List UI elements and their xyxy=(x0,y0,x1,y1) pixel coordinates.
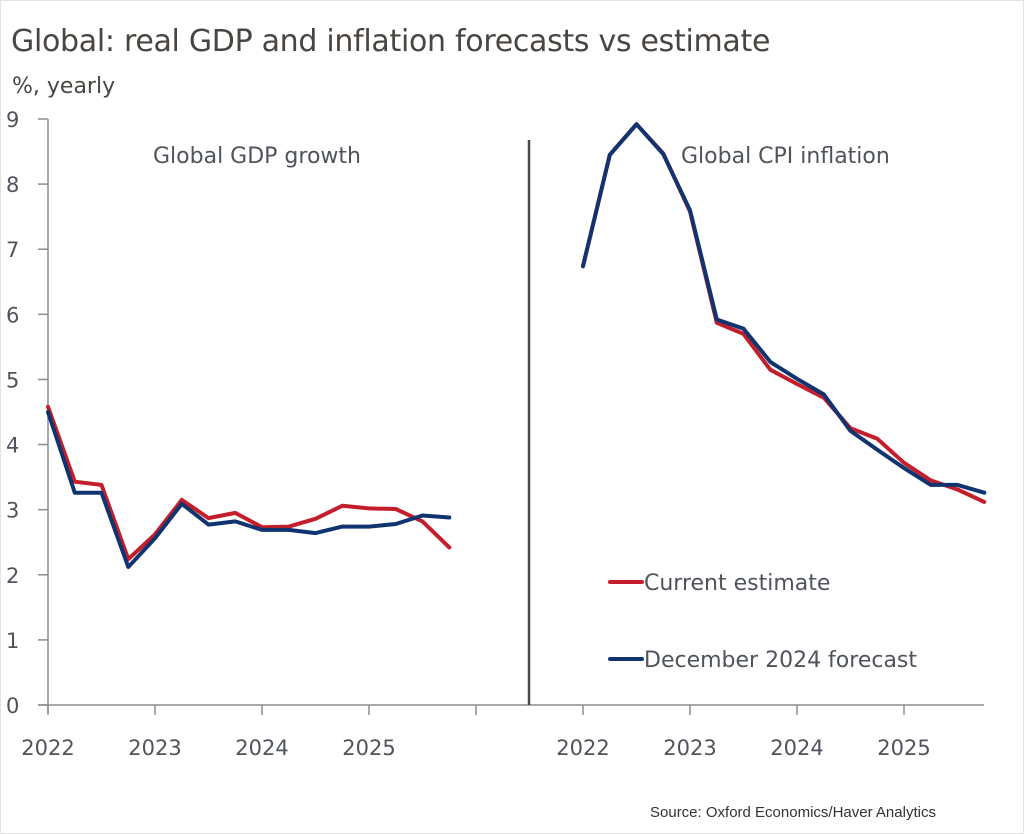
y-tick-label: 0 xyxy=(6,694,19,718)
chart-title: Global: real GDP and inflation forecasts… xyxy=(11,24,771,59)
x-tick-label: 2023 xyxy=(663,736,716,760)
x-tick-label: 2024 xyxy=(770,736,823,760)
axes: 0 1 2 3 4 5 6 7 8 9 2022 2023 2024 2025 2022 2023 2024 20… xyxy=(6,108,984,760)
series-line-cpi-current xyxy=(581,122,987,504)
y-tick-label: 5 xyxy=(6,368,19,392)
series-line-gdp-forecast xyxy=(46,410,452,569)
legend-label: Current estimate xyxy=(644,571,830,596)
y-tick-label: 3 xyxy=(6,499,19,523)
legend-label: December 2024 forecast xyxy=(644,648,917,673)
x-tick-label: 2022 xyxy=(21,736,74,760)
x-tick-label: 2025 xyxy=(877,736,930,760)
series-line-gdp-current xyxy=(46,404,452,562)
series-line-cpi-forecast xyxy=(581,122,987,495)
series-lines xyxy=(46,122,987,569)
legend: Current estimate December 2024 forecast xyxy=(608,571,917,673)
x-tick-label: 2025 xyxy=(342,736,395,760)
source-note: Source: Oxford Economics/Haver Analytics xyxy=(650,804,936,821)
y-axis-unit-label: %, yearly xyxy=(12,74,116,99)
y-tick-label: 6 xyxy=(6,303,19,327)
y-tick-label: 7 xyxy=(6,238,19,262)
y-tick-label: 2 xyxy=(6,564,19,588)
x-tick-label: 2023 xyxy=(128,736,181,760)
panel-label-gdp: Global GDP growth xyxy=(153,144,361,169)
x-tick-label: 2022 xyxy=(556,736,609,760)
panel-label-cpi: Global CPI inflation xyxy=(681,144,890,169)
y-tick-label: 1 xyxy=(6,629,19,653)
y-tick-label: 4 xyxy=(6,434,19,458)
y-tick-label: 9 xyxy=(6,108,19,132)
y-tick-label: 8 xyxy=(6,173,19,197)
x-tick-label: 2024 xyxy=(235,736,288,760)
